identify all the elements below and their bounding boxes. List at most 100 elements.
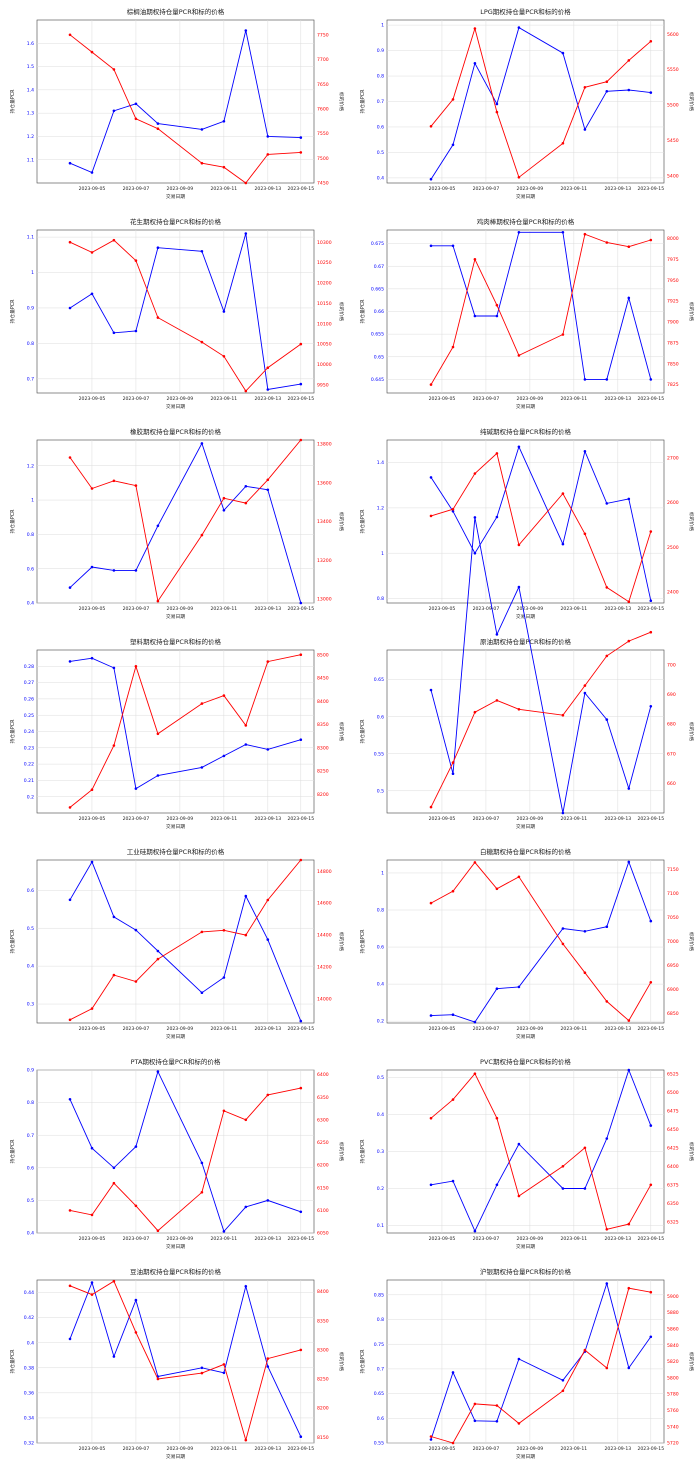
y-tick-label: 0.8 xyxy=(27,532,34,538)
x-tick-label: 2023-09-07 xyxy=(473,1446,500,1452)
y2-tick-label: 7600 xyxy=(317,107,329,113)
x-tick-label: 2023-09-11 xyxy=(211,396,238,402)
data-point-left xyxy=(627,1068,631,1072)
series-line-right xyxy=(69,859,302,1021)
data-point-right xyxy=(605,654,609,658)
chart-13: 2023-09-05 2023-09-07 2023-09-09 2023-09-11… xyxy=(359,1267,695,1460)
data-point-left xyxy=(68,1337,72,1341)
y2-tick-label: 5740 xyxy=(667,1424,679,1430)
y-tick-label: 1.2 xyxy=(27,463,34,469)
data-point-right xyxy=(222,496,226,500)
data-point-left xyxy=(473,551,477,555)
data-point-right xyxy=(583,971,587,974)
data-point-right xyxy=(517,708,521,711)
y-tick-label: 0.9 xyxy=(27,1068,34,1074)
x-tick-label: 2023-09-11 xyxy=(211,1026,238,1032)
y-tick-label: 0.34 xyxy=(24,1416,34,1422)
y2-tick-label: 6350 xyxy=(317,1095,329,1101)
y-tick-label: 0.645 xyxy=(371,377,384,383)
data-point-right xyxy=(222,694,226,697)
data-point-right xyxy=(561,492,565,495)
y2-tick-label: 7050 xyxy=(667,915,679,921)
x-tick-label: 2023-09-05 xyxy=(79,186,106,192)
x-tick-label: 2023-09-07 xyxy=(123,1026,150,1032)
y-tick-label: 0.65 xyxy=(374,677,384,683)
series-line-right xyxy=(430,452,652,603)
y-tick-label: 0.6 xyxy=(27,888,34,894)
series-line-right xyxy=(69,1087,301,1232)
y2-tick-label: 6350 xyxy=(667,1201,679,1207)
data-point-right xyxy=(90,1213,94,1217)
x-tick-label: 2023-09-15 xyxy=(637,816,664,822)
data-point-right xyxy=(583,1146,587,1150)
y2-axis-label: 标的价格 xyxy=(688,1142,695,1161)
y-axis-label: 持仓量PCR xyxy=(9,1349,16,1374)
data-point-right xyxy=(605,80,609,83)
y-tick-label: 0.6 xyxy=(377,714,384,720)
data-point-left xyxy=(68,161,72,165)
series-line-right xyxy=(69,239,302,392)
series-line-right xyxy=(69,439,302,603)
data-point-right xyxy=(90,487,94,490)
data-point-left xyxy=(517,445,521,449)
data-point-right xyxy=(429,514,433,518)
y-tick-label: 0.4 xyxy=(27,1340,34,1346)
data-point-right xyxy=(156,1377,160,1381)
data-point-left xyxy=(583,378,587,381)
data-point-right xyxy=(222,1363,226,1366)
data-point-right xyxy=(451,1441,455,1445)
data-point-left xyxy=(451,1371,455,1374)
data-point-left xyxy=(222,976,226,979)
y2-tick-label: 14800 xyxy=(317,869,332,875)
chart-title: 白糖期权持仓量PCR和标的价格 xyxy=(480,847,571,856)
y2-axis-label: 标的价格 xyxy=(338,722,345,741)
x-axis-label: 交易日期 xyxy=(516,1243,535,1250)
y-tick-label: 0.5 xyxy=(377,150,384,156)
data-point-left xyxy=(517,26,521,29)
data-point-right xyxy=(649,1183,653,1187)
data-point-right xyxy=(200,1371,204,1375)
chart-title: PVC期权持仓量PCR和标的价格 xyxy=(480,1057,571,1066)
y2-tick-label: 7000 xyxy=(667,939,679,945)
x-tick-label: 2023-09-13 xyxy=(254,186,281,192)
x-tick-label: 2023-09-07 xyxy=(473,1026,500,1032)
y-tick-label: 0.4 xyxy=(27,601,34,607)
y2-tick-label: 5900 xyxy=(667,1294,679,1300)
data-point-right xyxy=(583,86,587,89)
data-point-right xyxy=(299,151,303,154)
data-point-right xyxy=(112,1181,116,1185)
data-point-right xyxy=(266,366,270,369)
x-tick-label: 2023-09-05 xyxy=(429,816,456,822)
data-point-left xyxy=(561,1187,565,1190)
data-point-left xyxy=(266,388,270,391)
data-point-left xyxy=(222,1371,226,1375)
chart-title: PTA期权持仓量PCR和标的价格 xyxy=(131,1057,221,1066)
y-tick-label: 0.8 xyxy=(27,341,34,347)
x-tick-label: 2023-09-09 xyxy=(517,186,544,192)
data-point-left xyxy=(200,250,204,253)
x-axis-label: 交易日期 xyxy=(516,613,535,620)
y-tick-label: 0.21 xyxy=(24,778,34,784)
series-line-right xyxy=(430,861,652,1022)
y-axis-label: 持仓量PCR xyxy=(359,509,366,534)
data-point-left xyxy=(495,314,499,318)
y2-axis-label: 标的价格 xyxy=(338,1352,345,1371)
data-point-left xyxy=(112,109,116,113)
y-tick-label: 0.8 xyxy=(377,596,384,602)
data-point-right xyxy=(112,973,116,977)
y2-tick-label: 6400 xyxy=(317,1072,329,1078)
y2-tick-label: 6100 xyxy=(317,1208,329,1214)
y2-axis-label: 标的价格 xyxy=(338,512,345,531)
data-point-left xyxy=(266,938,270,941)
y2-tick-label: 5600 xyxy=(667,32,679,38)
y-tick-label: 0.24 xyxy=(24,729,34,735)
data-point-left xyxy=(299,1210,303,1214)
data-point-right xyxy=(517,543,521,547)
data-point-right xyxy=(68,1018,72,1022)
series-line-left xyxy=(69,1281,302,1437)
series-line-left xyxy=(430,517,652,814)
data-point-right xyxy=(517,354,521,357)
y2-tick-label: 5860 xyxy=(667,1327,679,1333)
data-point-right xyxy=(90,788,94,791)
plot-frame xyxy=(36,439,315,604)
